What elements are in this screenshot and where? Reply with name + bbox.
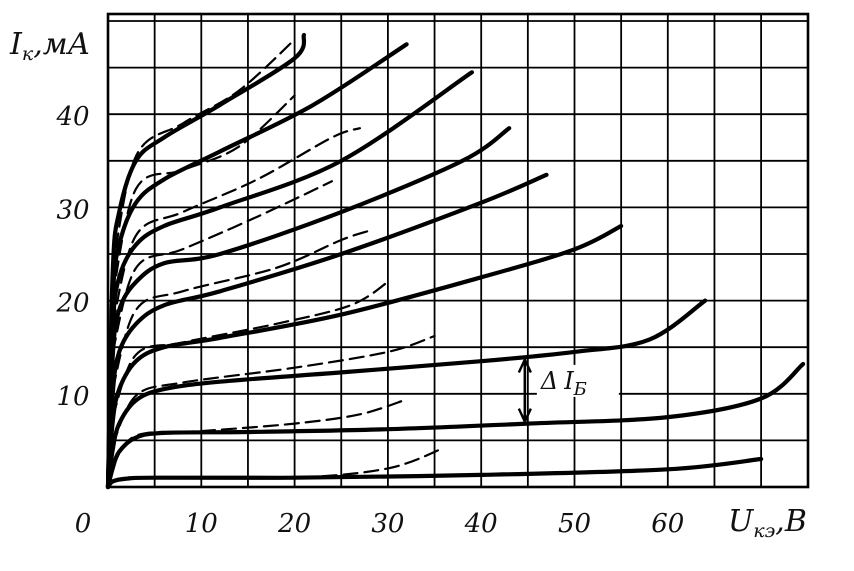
x-tick-label: 40 bbox=[464, 509, 498, 539]
y-tick-label: 40 bbox=[55, 102, 89, 132]
x-tick-label: 10 bbox=[185, 509, 218, 539]
y-tick-label: 20 bbox=[55, 289, 89, 319]
y-axis-unit: ,мА bbox=[33, 27, 90, 62]
plot-frame bbox=[106, 12, 810, 489]
tick-labels: 0 10 20 30 40 50 60 10 20 30 40 bbox=[55, 102, 684, 539]
axes bbox=[106, 12, 810, 489]
dashed-curve-13 bbox=[111, 229, 371, 391]
x-tick-label: 20 bbox=[277, 509, 311, 539]
y-axis-symbol: I bbox=[9, 27, 23, 62]
grid bbox=[108, 14, 808, 487]
x-axis-subscript: кэ bbox=[753, 520, 775, 542]
x-tick-label: 30 bbox=[371, 509, 404, 539]
y-axis-label: Iк,мА bbox=[9, 27, 90, 65]
solid-curve-3 bbox=[105, 223, 624, 490]
x-axis-symbol: U bbox=[728, 504, 755, 539]
x-tick-label: 0 bbox=[75, 509, 92, 539]
delta-ib-annotation: Δ IБ bbox=[517, 356, 619, 425]
solid-curve-8 bbox=[105, 32, 307, 490]
y-tick-label: 30 bbox=[56, 195, 89, 225]
dashed-curve-11 bbox=[111, 334, 436, 447]
y-axis-subscript: к bbox=[22, 43, 34, 65]
delta-arrow-head-down bbox=[517, 408, 532, 425]
dashed-curve-10 bbox=[111, 398, 408, 468]
dashed-curve-14 bbox=[111, 180, 333, 353]
solid-curve-4 bbox=[105, 172, 549, 490]
x-axis-unit: ,В bbox=[775, 504, 807, 539]
dashed-curve-16 bbox=[111, 94, 296, 297]
solid-curve-7 bbox=[105, 42, 409, 490]
x-tick-label: 50 bbox=[558, 509, 591, 539]
delta-ib-label: Δ IБ bbox=[540, 367, 587, 400]
solid-curve-1 bbox=[105, 361, 806, 490]
dashed-curve-17 bbox=[111, 38, 296, 270]
dashed-curve-9 bbox=[111, 446, 445, 482]
solid-curve-2 bbox=[105, 298, 708, 490]
annotation-background bbox=[536, 364, 619, 397]
y-tick-label: 10 bbox=[56, 382, 89, 412]
x-tick-label: 60 bbox=[651, 509, 684, 539]
x-axis-label: Uкэ,В bbox=[728, 504, 807, 542]
curves bbox=[105, 32, 806, 490]
delta-arrow-head-up bbox=[517, 356, 532, 373]
